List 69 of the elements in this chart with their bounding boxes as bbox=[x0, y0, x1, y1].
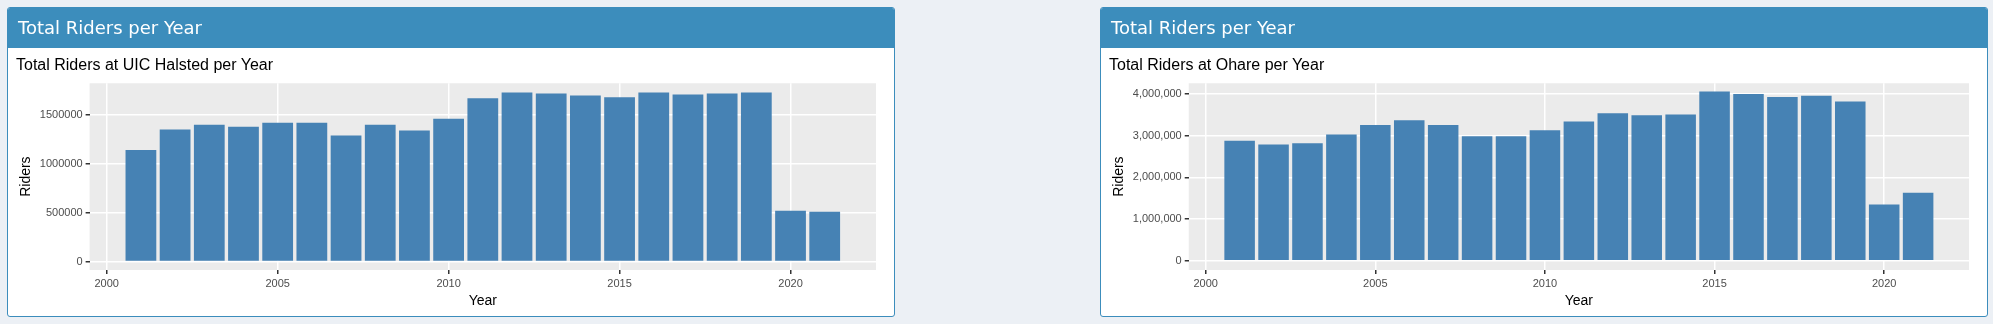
x-tick-label: 2005 bbox=[1363, 276, 1388, 289]
bar bbox=[1733, 94, 1764, 261]
bar bbox=[1258, 144, 1289, 261]
bar bbox=[1224, 140, 1255, 261]
y-tick-label: 0 bbox=[1175, 253, 1182, 266]
x-tick-label: 2005 bbox=[265, 276, 290, 289]
bar bbox=[1393, 120, 1425, 261]
bar bbox=[1360, 124, 1391, 261]
bar bbox=[638, 92, 670, 261]
bar bbox=[1902, 192, 1934, 261]
bar bbox=[330, 135, 362, 261]
bar bbox=[193, 124, 225, 261]
bar bbox=[740, 92, 772, 261]
bar bbox=[228, 126, 259, 261]
bar bbox=[1835, 101, 1866, 261]
x-tick-label: 2000 bbox=[94, 276, 119, 289]
bar bbox=[672, 94, 704, 261]
y-axis-title: Riders bbox=[17, 156, 34, 197]
chart-subtitle: Total Riders at Ohare per Year bbox=[1109, 56, 1325, 74]
bar bbox=[604, 97, 635, 261]
bar bbox=[467, 98, 499, 261]
bar bbox=[159, 129, 191, 261]
bar bbox=[1495, 136, 1527, 261]
bar bbox=[1699, 91, 1730, 261]
bar bbox=[1427, 124, 1459, 261]
bar bbox=[1563, 121, 1595, 261]
y-tick-label: 1,000,000 bbox=[1132, 212, 1182, 225]
bar bbox=[570, 95, 601, 261]
y-tick-label: 0 bbox=[76, 254, 83, 267]
bar bbox=[1665, 114, 1696, 261]
x-axis-title: Year bbox=[468, 292, 498, 309]
bar bbox=[775, 210, 806, 261]
bar bbox=[1631, 115, 1662, 261]
x-tick-label: 2020 bbox=[778, 276, 803, 289]
y-axis-title: Riders bbox=[1110, 156, 1127, 197]
x-tick-label: 2010 bbox=[1532, 276, 1558, 289]
bar bbox=[809, 211, 841, 261]
y-tick-label: 4,000,000 bbox=[1132, 87, 1182, 100]
bar bbox=[1868, 204, 1900, 261]
chart-subtitle: Total Riders at UIC Halsted per Year bbox=[16, 56, 274, 74]
x-tick-label: 2020 bbox=[1871, 276, 1897, 289]
x-axis-title: Year bbox=[1564, 292, 1594, 309]
y-tick-label: 500000 bbox=[45, 205, 83, 218]
bar bbox=[706, 93, 738, 261]
bar bbox=[262, 122, 294, 261]
bar bbox=[364, 124, 396, 261]
bar bbox=[1597, 113, 1629, 261]
bar bbox=[1801, 95, 1832, 261]
bar bbox=[433, 118, 465, 261]
bar bbox=[1529, 130, 1561, 261]
x-tick-label: 2000 bbox=[1193, 276, 1218, 289]
bar bbox=[1326, 134, 1357, 261]
x-tick-label: 2015 bbox=[607, 276, 632, 289]
y-tick-label: 2,000,000 bbox=[1132, 170, 1182, 183]
chart-title: Total Riders per Year bbox=[8, 8, 894, 48]
bar bbox=[1461, 136, 1493, 261]
y-tick-label: 3,000,000 bbox=[1132, 128, 1182, 141]
bar bbox=[501, 92, 533, 261]
bar bbox=[1292, 143, 1323, 261]
y-tick-label: 1000000 bbox=[39, 156, 83, 169]
chart-title: Total Riders per Year bbox=[1101, 8, 1987, 48]
bar bbox=[125, 150, 157, 261]
bar bbox=[296, 122, 328, 261]
bar bbox=[535, 93, 567, 261]
bar bbox=[1767, 96, 1798, 261]
x-tick-label: 2015 bbox=[1702, 276, 1727, 289]
x-tick-label: 2010 bbox=[436, 276, 461, 289]
y-tick-label: 1500000 bbox=[39, 107, 83, 120]
bar bbox=[399, 130, 430, 261]
